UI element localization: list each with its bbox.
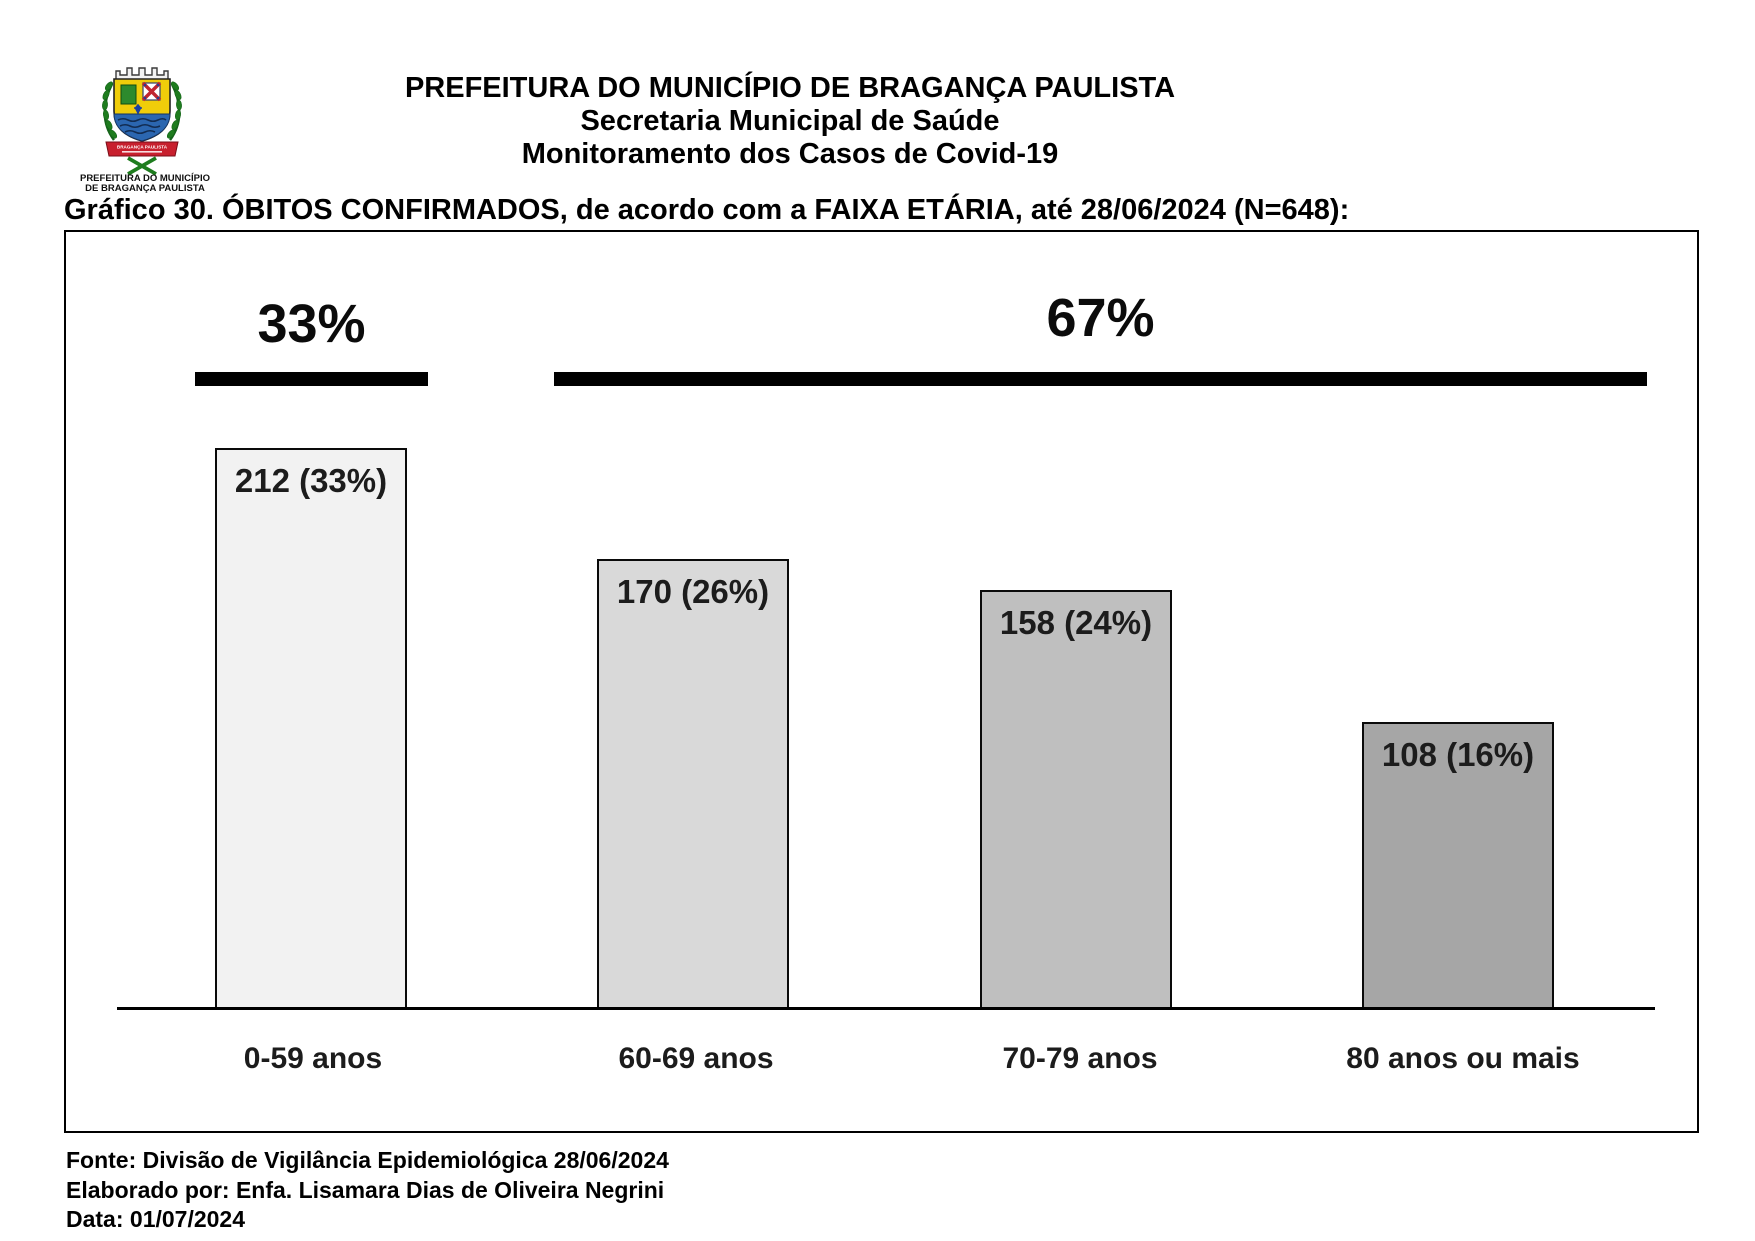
category-label-70-79: 70-79 anos <box>1002 1042 1158 1075</box>
mural-crown <box>115 67 169 81</box>
bar-value-label: 212 (33%) <box>234 462 388 499</box>
category-label-80-mais: 80 anos ou mais <box>1346 1042 1580 1075</box>
x-axis-line <box>117 1007 1655 1010</box>
group-bracket-line-67 <box>554 372 1647 386</box>
header-department: Secretaria Municipal de Saúde <box>580 105 1000 137</box>
shield <box>113 78 171 142</box>
city-coat-of-arms-logo: BRAGANÇA PAULISTA <box>102 67 182 176</box>
bar-60-69-anos: 170 (26%) <box>597 559 789 1010</box>
laurel-branches <box>102 81 182 141</box>
footer-author: Elaborado por: Enfa. Lisamara Dias de Ol… <box>66 1176 665 1203</box>
bar-value-label: 170 (26%) <box>616 573 770 610</box>
group-percent-label-67: 67% <box>1046 288 1155 348</box>
header-report-name: Monitoramento dos Casos de Covid-19 <box>521 138 1059 170</box>
logo-caption-line1: PREFEITURA DO MUNICÍPIO <box>79 173 210 184</box>
footer-source: Fonte: Divisão de Vigilância Epidemiológ… <box>66 1147 669 1173</box>
logo-caption: PREFEITURA DO MUNICÍPIO DE BRAGANÇA PAUL… <box>40 174 250 194</box>
report-footer: Fonte: Divisão de Vigilância Epidemiológ… <box>66 1146 1266 1235</box>
motto-scroll: BRAGANÇA PAULISTA <box>105 141 179 157</box>
svg-text:BRAGANÇA PAULISTA: BRAGANÇA PAULISTA <box>117 145 168 150</box>
bar-0-59-anos: 212 (33%) <box>215 448 407 1010</box>
category-label-60-69: 60-69 anos <box>618 1042 774 1075</box>
category-label-0-59: 0-59 anos <box>243 1042 383 1075</box>
crossed-branches <box>127 156 157 176</box>
bar-80-anos-ou-mais: 108 (16%) <box>1362 722 1554 1010</box>
group-percent-label-33: 33% <box>257 294 366 354</box>
group-bracket-line-33 <box>195 372 428 386</box>
bar-value-label: 108 (16%) <box>1381 736 1535 773</box>
logo-caption-line2: DE BRAGANÇA PAULISTA <box>85 183 205 194</box>
footer-date: Data: 01/07/2024 <box>66 1206 246 1232</box>
chart-title: Gráfico 30. ÓBITOS CONFIRMADOS, de acord… <box>64 194 1350 226</box>
bar-value-label: 158 (24%) <box>999 604 1153 641</box>
document-header: PREFEITURA DO MUNICÍPIO DE BRAGANÇA PAUL… <box>0 72 1580 171</box>
header-org-name: PREFEITURA DO MUNICÍPIO DE BRAGANÇA PAUL… <box>404 72 1176 104</box>
bar-70-79-anos: 158 (24%) <box>980 590 1172 1010</box>
